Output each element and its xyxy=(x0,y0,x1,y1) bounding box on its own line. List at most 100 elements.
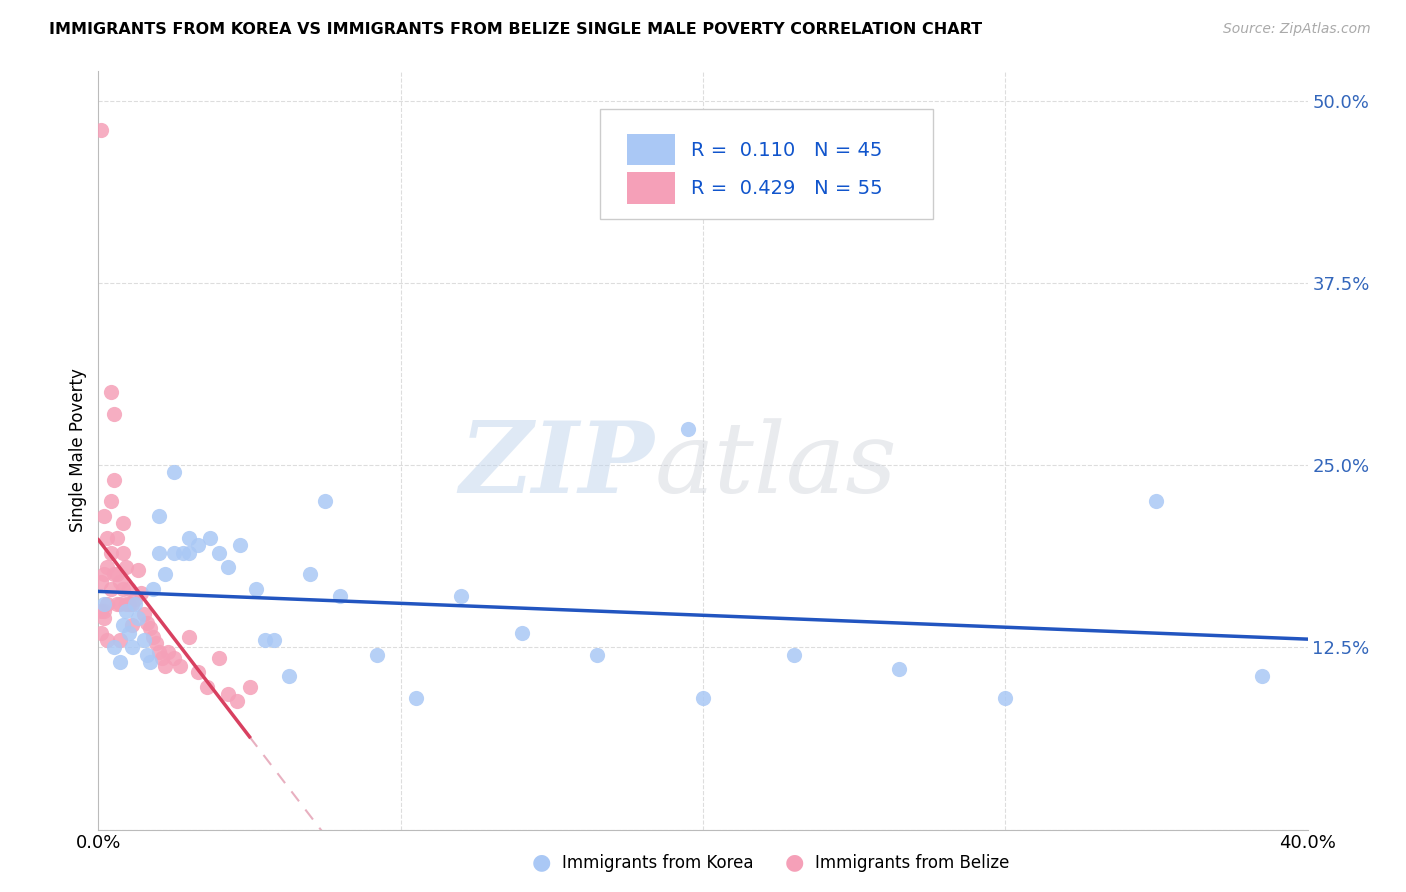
Point xyxy=(172,545,194,559)
Point xyxy=(111,618,134,632)
Point xyxy=(148,645,170,659)
Point xyxy=(187,665,209,679)
Point xyxy=(114,560,136,574)
Text: Source: ZipAtlas.com: Source: ZipAtlas.com xyxy=(1223,22,1371,37)
Point xyxy=(239,680,262,694)
Point xyxy=(103,407,125,421)
Text: R =  0.429   N = 55: R = 0.429 N = 55 xyxy=(690,178,883,198)
Point xyxy=(96,531,118,545)
Text: R =  0.110   N = 45: R = 0.110 N = 45 xyxy=(690,141,883,160)
Point xyxy=(135,648,157,662)
Text: atlas: atlas xyxy=(655,418,897,513)
Point xyxy=(245,582,267,596)
Point xyxy=(124,597,146,611)
Point xyxy=(111,582,134,596)
Point xyxy=(200,531,222,545)
Point xyxy=(100,385,122,400)
Point xyxy=(132,607,155,621)
Point xyxy=(277,669,299,683)
Point xyxy=(179,545,201,559)
Point xyxy=(90,604,112,618)
Point xyxy=(108,597,131,611)
Point xyxy=(100,545,122,559)
Point xyxy=(108,655,131,669)
Point xyxy=(118,625,141,640)
Point xyxy=(217,687,239,701)
Y-axis label: Single Male Poverty: Single Male Poverty xyxy=(69,368,87,533)
Point xyxy=(132,633,155,648)
Text: ●: ● xyxy=(531,853,551,872)
Point xyxy=(93,567,115,582)
FancyBboxPatch shape xyxy=(627,134,675,165)
Point xyxy=(121,597,143,611)
Point xyxy=(114,597,136,611)
Point xyxy=(135,615,157,630)
Text: ●: ● xyxy=(785,853,804,872)
Point xyxy=(153,567,176,582)
Text: ZIP: ZIP xyxy=(460,417,655,514)
Point xyxy=(994,691,1017,706)
Point xyxy=(108,574,131,589)
Point xyxy=(90,574,112,589)
Point xyxy=(692,691,714,706)
Point xyxy=(148,509,170,524)
Text: Immigrants from Korea: Immigrants from Korea xyxy=(562,855,754,872)
Point xyxy=(314,494,336,508)
Point xyxy=(179,531,201,545)
Point xyxy=(163,545,186,559)
Point xyxy=(187,538,209,552)
Point xyxy=(100,494,122,508)
Point xyxy=(96,633,118,648)
Point xyxy=(96,560,118,574)
Point xyxy=(105,531,128,545)
Point xyxy=(217,560,239,574)
Point xyxy=(195,680,218,694)
Point xyxy=(111,545,134,559)
Point xyxy=(108,633,131,648)
Point xyxy=(103,640,125,655)
Point xyxy=(139,621,162,635)
Point xyxy=(163,650,186,665)
Point xyxy=(153,659,176,673)
Point xyxy=(121,618,143,632)
Point xyxy=(229,538,252,552)
Point xyxy=(96,597,118,611)
Point xyxy=(111,516,134,531)
Point xyxy=(226,694,249,708)
Point xyxy=(105,567,128,582)
FancyBboxPatch shape xyxy=(627,172,675,204)
Point xyxy=(405,691,427,706)
Point xyxy=(169,659,191,673)
Point xyxy=(208,545,231,559)
Point xyxy=(163,466,186,480)
Point xyxy=(510,625,533,640)
Point xyxy=(93,597,115,611)
Point xyxy=(1144,494,1167,508)
Point xyxy=(121,640,143,655)
Point xyxy=(127,563,149,577)
Point xyxy=(142,582,165,596)
Point xyxy=(145,636,167,650)
Point xyxy=(299,567,322,582)
Text: IMMIGRANTS FROM KOREA VS IMMIGRANTS FROM BELIZE SINGLE MALE POVERTY CORRELATION : IMMIGRANTS FROM KOREA VS IMMIGRANTS FROM… xyxy=(49,22,983,37)
Point xyxy=(127,611,149,625)
Point xyxy=(263,633,285,648)
Point xyxy=(179,630,201,644)
Point xyxy=(103,567,125,582)
Point xyxy=(586,648,609,662)
Point xyxy=(450,589,472,603)
Point xyxy=(366,648,388,662)
Point xyxy=(129,586,152,600)
Point xyxy=(105,597,128,611)
Point xyxy=(93,509,115,524)
Point xyxy=(889,662,911,676)
Point xyxy=(150,650,173,665)
Point xyxy=(208,650,231,665)
Point xyxy=(1251,669,1274,683)
Point xyxy=(156,645,179,659)
Point xyxy=(93,611,115,625)
Point xyxy=(676,421,699,435)
Point xyxy=(118,597,141,611)
Point xyxy=(100,582,122,596)
Point xyxy=(93,604,115,618)
